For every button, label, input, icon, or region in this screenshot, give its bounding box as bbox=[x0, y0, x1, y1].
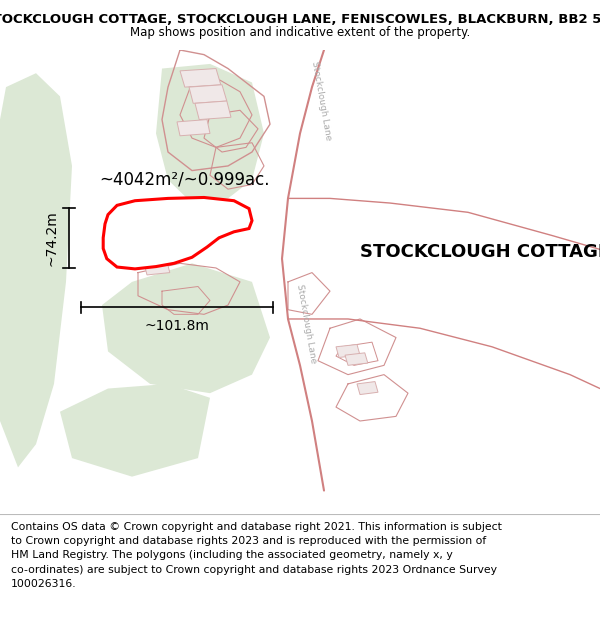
Polygon shape bbox=[102, 263, 270, 393]
Text: STOCKCLOUGH COTTAGE: STOCKCLOUGH COTTAGE bbox=[360, 242, 600, 261]
Polygon shape bbox=[135, 252, 162, 267]
Polygon shape bbox=[192, 226, 219, 241]
Polygon shape bbox=[357, 382, 378, 394]
Polygon shape bbox=[195, 101, 231, 119]
Text: Contains OS data © Crown copyright and database right 2021. This information is : Contains OS data © Crown copyright and d… bbox=[11, 521, 502, 589]
Polygon shape bbox=[0, 152, 42, 319]
Polygon shape bbox=[180, 69, 221, 87]
Polygon shape bbox=[60, 384, 210, 477]
Polygon shape bbox=[0, 73, 72, 468]
Text: STOCKCLOUGH COTTAGE, STOCKCLOUGH LANE, FENISCOWLES, BLACKBURN, BB2 5JR: STOCKCLOUGH COTTAGE, STOCKCLOUGH LANE, F… bbox=[0, 12, 600, 26]
Polygon shape bbox=[189, 85, 227, 103]
Polygon shape bbox=[156, 64, 264, 203]
Text: ~4042m²/~0.999ac.: ~4042m²/~0.999ac. bbox=[99, 171, 269, 189]
Polygon shape bbox=[177, 119, 210, 136]
Text: ~74.2m: ~74.2m bbox=[44, 210, 58, 266]
Text: Stockclough Lane: Stockclough Lane bbox=[310, 61, 332, 141]
Polygon shape bbox=[144, 261, 170, 275]
Polygon shape bbox=[336, 344, 360, 357]
Text: Stockclough Lane: Stockclough Lane bbox=[295, 283, 317, 364]
Polygon shape bbox=[103, 198, 252, 269]
Text: ~101.8m: ~101.8m bbox=[145, 319, 209, 333]
Polygon shape bbox=[345, 353, 368, 366]
Text: Map shows position and indicative extent of the property.: Map shows position and indicative extent… bbox=[130, 26, 470, 39]
Polygon shape bbox=[186, 214, 214, 231]
